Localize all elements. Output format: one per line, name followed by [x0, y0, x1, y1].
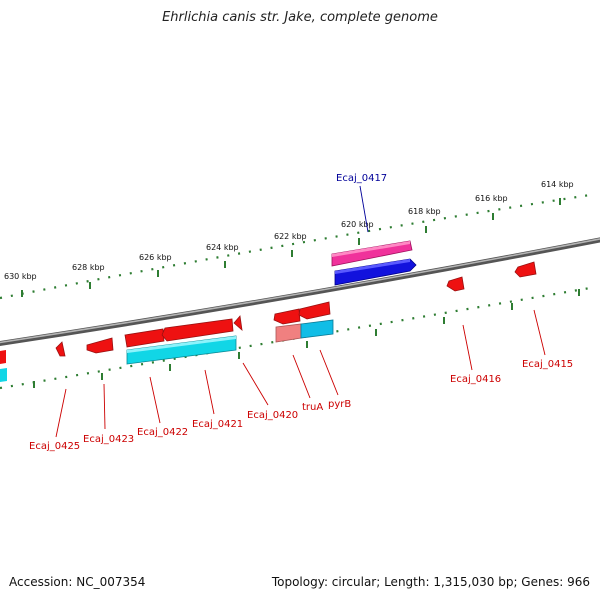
gene-ecaj-0423[interactable] [86, 337, 114, 354]
gene-ecaj-0417[interactable] [331, 240, 413, 267]
scale-label-630: 630 kbp [4, 272, 37, 281]
gene-label-ecaj-0422: Ecaj_0422 [137, 427, 188, 438]
scale-label-614: 614 kbp [541, 180, 574, 189]
gene-ecaj-0422[interactable] [124, 328, 165, 348]
gene-label-trua: truA [302, 402, 323, 413]
gene-label-pyrb: pyrB [328, 399, 351, 410]
genome-backbone [0, 237, 600, 347]
gene-label-ecaj-0425: Ecaj_0425 [29, 441, 80, 452]
gene-ecaj-0416[interactable] [446, 276, 465, 292]
gene-left-edge-red[interactable] [0, 350, 6, 364]
gene-labels: Ecaj_0425 Ecaj_0423 Ecaj_0422 Ecaj_0421 … [29, 173, 573, 452]
gene-label-ecaj-0420: Ecaj_0420 [247, 410, 298, 421]
gene-ecaj-0421-cyan[interactable] [126, 335, 237, 365]
callout-lines [55, 185, 546, 438]
upper-major-ticks [21, 198, 561, 297]
gene-pyrb[interactable] [298, 301, 334, 339]
scale-label-618: 618 kbp [408, 207, 441, 216]
gene-label-ecaj-0423: Ecaj_0423 [83, 434, 134, 445]
accession-text: Accession: NC_007354 [9, 575, 146, 589]
genome-summary-text: Topology: circular; Length: 1,315,030 bp… [271, 575, 590, 589]
gene-trua[interactable] [273, 308, 302, 343]
lower-major-ticks [33, 289, 580, 388]
gene-blue-unlabeled[interactable] [334, 258, 417, 286]
scale-labels: 630 kbp 628 kbp 626 kbp 624 kbp 622 kbp … [4, 180, 574, 281]
gene-label-ecaj-0421: Ecaj_0421 [192, 419, 243, 430]
upper-tick-track [0, 193, 591, 300]
gene-ecaj-0421[interactable] [161, 318, 234, 342]
scale-label-626: 626 kbp [139, 253, 172, 262]
gene-ecaj-0425[interactable] [55, 341, 66, 357]
gene-left-edge-cyan[interactable] [0, 368, 7, 382]
map-title: Ehrlichia canis str. Jake, complete geno… [162, 10, 438, 25]
gene-label-ecaj-0417: Ecaj_0417 [336, 173, 387, 184]
gene-ecaj-0415[interactable] [514, 261, 537, 278]
scale-label-628: 628 kbp [72, 263, 105, 272]
gene-label-ecaj-0416: Ecaj_0416 [450, 374, 501, 385]
genome-backbone-highlight [0, 238, 600, 344]
gene-label-ecaj-0415: Ecaj_0415 [522, 359, 573, 370]
gene-ecaj-0420[interactable] [233, 315, 243, 332]
scale-label-624: 624 kbp [206, 243, 239, 252]
scale-label-622: 622 kbp [274, 232, 307, 241]
scale-label-620: 620 kbp [341, 220, 374, 229]
scale-label-616: 616 kbp [475, 194, 508, 203]
